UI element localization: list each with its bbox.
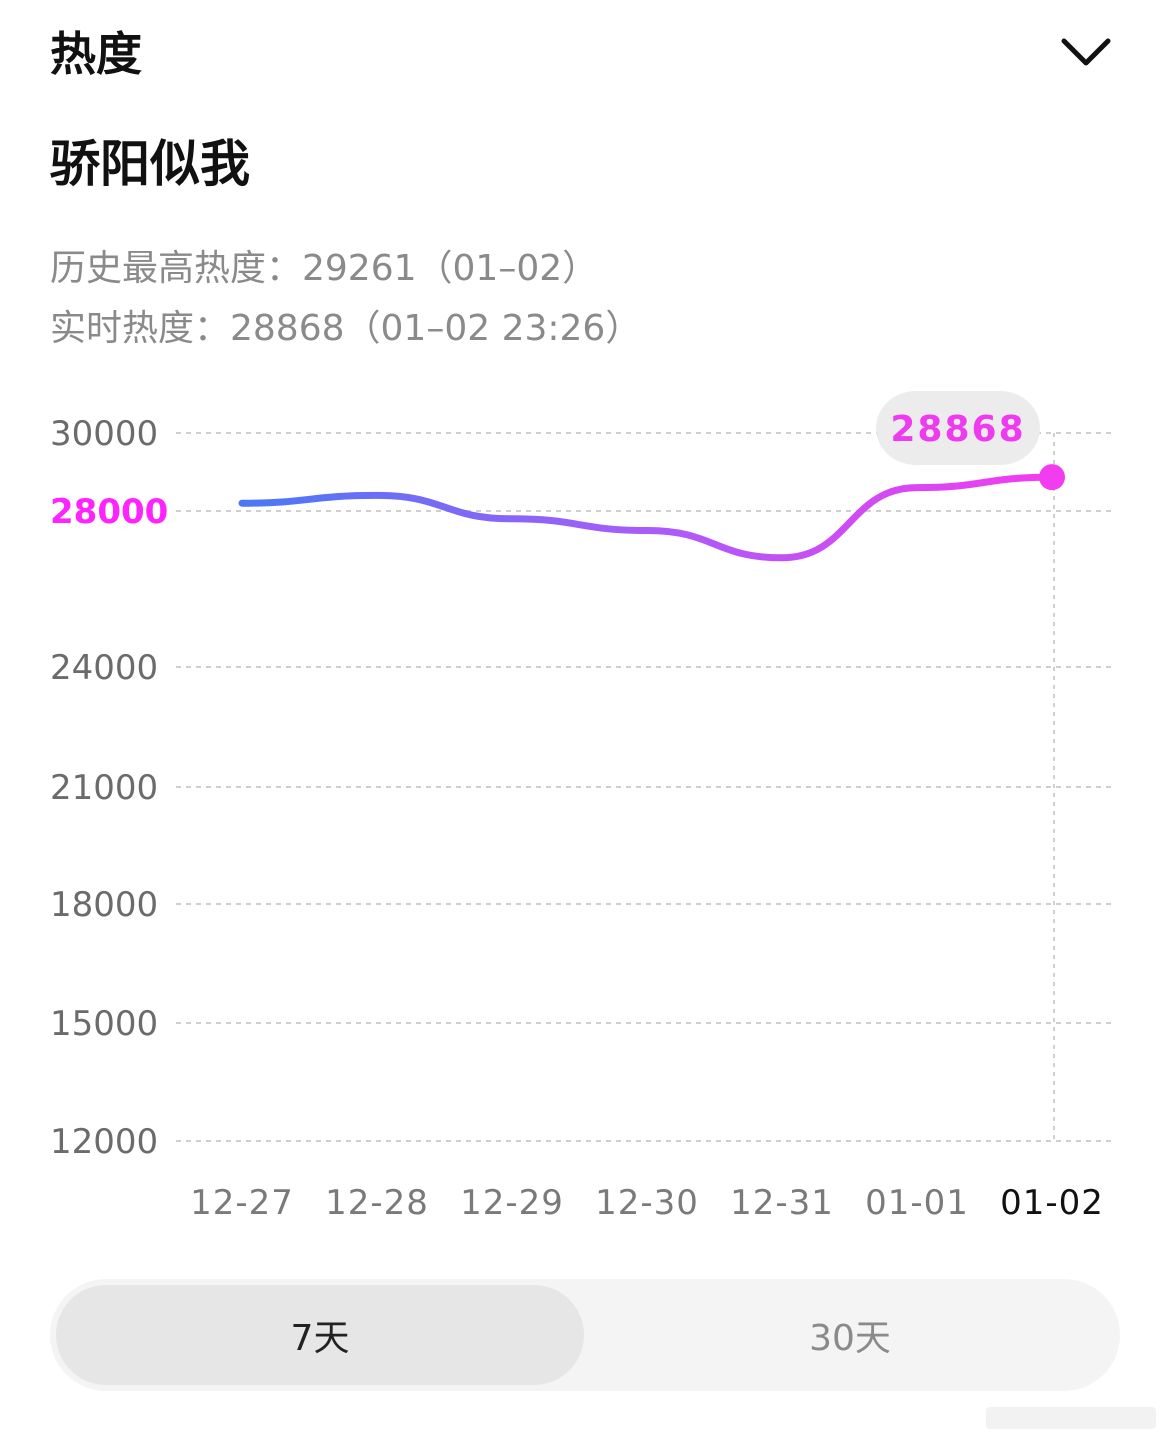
y-tick-label: 21000 <box>50 768 158 808</box>
collapse-button[interactable] <box>1054 26 1118 78</box>
y-tick-label: 18000 <box>50 885 158 925</box>
range-selector: 7天 30天 <box>50 1279 1120 1391</box>
heat-line-chart: 30000 28000 24000 21000 18000 15000 12000 12-2… <box>50 391 1116 1223</box>
x-tick-label: 12-27 <box>190 1183 294 1223</box>
x-tick-label: 01-02 <box>1000 1183 1104 1223</box>
range-30-days-button[interactable]: 30天 <box>809 1318 891 1359</box>
x-tick-label: 12-29 <box>460 1183 564 1223</box>
heat-series-line <box>238 473 1056 562</box>
value-tooltip <box>876 391 1040 465</box>
topic-title: 骄阳似我 <box>50 135 250 193</box>
panel-title: 热度 <box>50 27 142 81</box>
current-point <box>1039 464 1065 491</box>
history-max-heat: 历史最高热度：29261（01–02） <box>50 248 599 289</box>
y-tick-label: 28000 <box>50 492 168 532</box>
tooltip-value: 28868 <box>890 409 1025 450</box>
chevron-down-icon <box>1061 38 1111 66</box>
y-tick-label: 30000 <box>50 414 158 454</box>
y-tick-label: 15000 <box>50 1004 158 1044</box>
y-tick-label: 24000 <box>50 648 158 688</box>
watermark-logo <box>986 1407 1156 1429</box>
y-tick-label: 12000 <box>50 1122 158 1162</box>
range-7-days-button[interactable]: 7天 <box>56 1285 584 1385</box>
realtime-heat: 实时热度：28868（01–02 23:26） <box>50 308 642 349</box>
x-tick-label: 12-31 <box>730 1183 834 1223</box>
x-tick-label: 12-28 <box>325 1183 429 1223</box>
x-tick-label: 12-30 <box>595 1183 699 1223</box>
x-tick-label: 01-01 <box>865 1183 969 1223</box>
